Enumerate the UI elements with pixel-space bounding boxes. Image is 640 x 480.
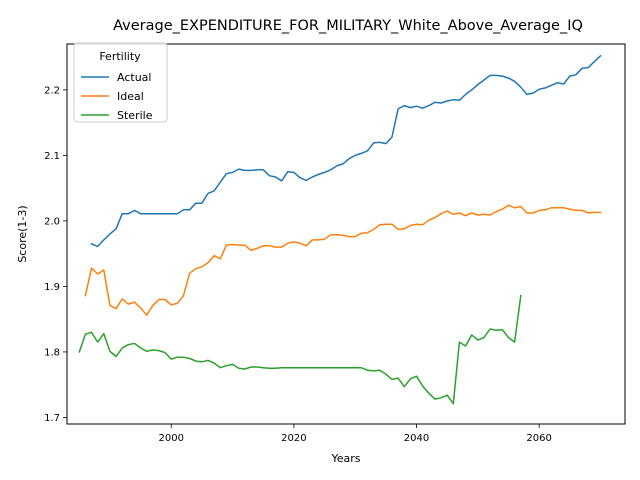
chart-title: Average_EXPENDITURE_FOR_MILITARY_White_A… xyxy=(113,18,583,34)
y-tick-label: 2.1 xyxy=(44,151,60,162)
y-tick-label: 1.7 xyxy=(44,413,60,424)
x-tick-label: 2040 xyxy=(404,433,429,444)
y-tick-label: 2.2 xyxy=(44,85,60,96)
plot-lines xyxy=(78,54,602,405)
y-tick-label: 2.0 xyxy=(44,216,60,227)
series-line-ideal xyxy=(84,204,602,316)
x-tick-label: 2000 xyxy=(159,433,184,444)
series-line-sterile xyxy=(78,294,522,405)
legend-label-sterile: Sterile xyxy=(117,109,153,122)
x-axis: 2000 2020 2040 2060 xyxy=(159,424,552,444)
legend-label-ideal: Ideal xyxy=(117,90,144,103)
plot-frame xyxy=(66,43,626,425)
legend-box xyxy=(73,42,168,123)
y-tick-label: 1.9 xyxy=(44,282,60,293)
legend: Fertility Actual Ideal Sterile xyxy=(73,42,168,123)
x-tick-label: 2020 xyxy=(281,433,306,444)
series-line-actual xyxy=(90,54,602,248)
x-axis-label: Years xyxy=(330,452,360,465)
legend-title: Fertility xyxy=(99,50,141,63)
y-axis: 1.7 1.8 1.9 2.0 2.1 2.2 xyxy=(44,85,67,424)
x-tick-label: 2060 xyxy=(526,433,551,444)
legend-label-actual: Actual xyxy=(117,71,151,84)
y-axis-label: Score(1-3) xyxy=(16,205,29,262)
y-tick-label: 1.8 xyxy=(44,347,60,358)
